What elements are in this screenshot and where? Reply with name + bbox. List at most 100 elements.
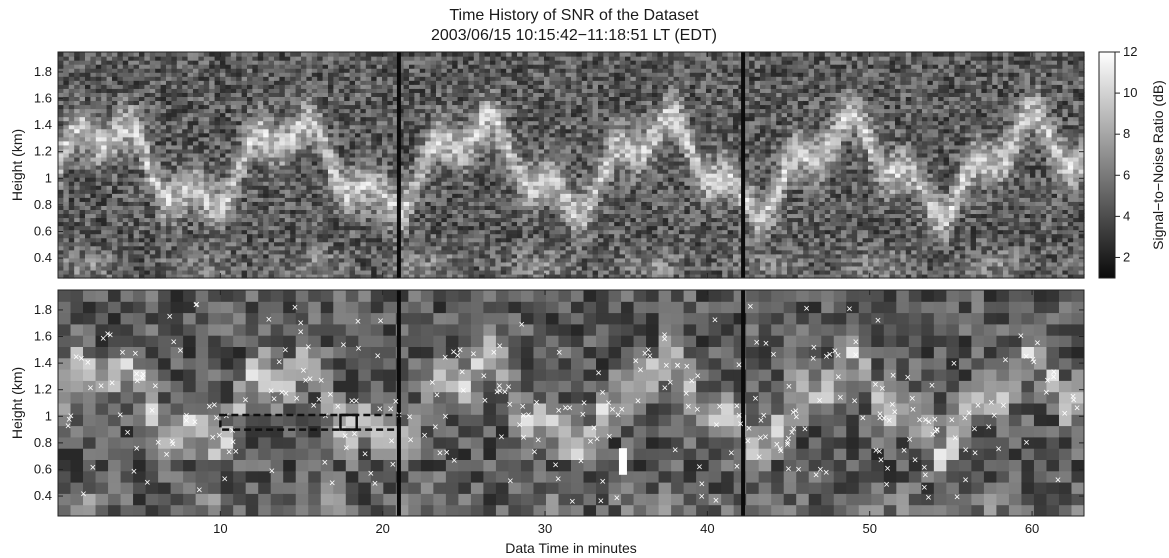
top-snr-cell <box>68 197 75 202</box>
top-snr-cell <box>58 169 64 174</box>
top-snr-cell <box>79 96 86 102</box>
top-snr-cell <box>63 189 70 194</box>
top-snr-cell <box>90 104 97 110</box>
top-snr-cell <box>463 96 469 102</box>
top-snr-cell <box>193 116 199 122</box>
top-snr-cell <box>160 193 167 198</box>
top-snr-cell <box>268 189 275 194</box>
top-snr-cell <box>355 245 361 251</box>
top-snr-cell <box>522 269 529 275</box>
top-snr-cell <box>149 112 156 118</box>
top-snr-cell <box>106 225 113 231</box>
top-snr-cell <box>500 120 507 126</box>
top-snr-cell <box>63 64 70 69</box>
top-snr-cell <box>317 100 324 106</box>
top-snr-cell <box>58 241 64 247</box>
top-snr-cell <box>365 52 372 57</box>
top-snr-cell <box>209 112 216 118</box>
top-snr-cell <box>301 140 307 146</box>
top-snr-cell <box>241 233 248 239</box>
top-snr-cell <box>506 144 513 150</box>
top-snr-cell <box>133 136 140 142</box>
top-snr-cell <box>155 112 162 118</box>
top-snr-cell <box>220 181 226 186</box>
top-snr-cell <box>85 124 91 130</box>
top-snr-cell <box>506 245 513 251</box>
top-snr-cell <box>517 104 523 110</box>
top-snr-cell <box>203 237 210 243</box>
top-snr-cell <box>463 253 469 259</box>
top-snr-cell <box>203 165 210 170</box>
top-snr-cell <box>203 245 210 251</box>
top-snr-cell <box>160 80 167 85</box>
top-snr-cell <box>490 273 496 279</box>
top-snr-cell <box>74 132 81 138</box>
top-snr-cell <box>122 233 129 239</box>
top-snr-cell <box>425 88 432 93</box>
top-snr-cell <box>117 217 124 223</box>
top-snr-cell <box>333 60 340 65</box>
top-snr-cell <box>457 52 464 57</box>
top-snr-cell <box>63 68 70 73</box>
top-snr-cell <box>139 52 145 57</box>
top-snr-cell <box>155 140 162 146</box>
top-snr-cell <box>382 257 388 263</box>
top-snr-cell <box>236 144 243 150</box>
top-snr-cell <box>193 245 199 251</box>
top-snr-cell <box>128 52 135 57</box>
top-snr-cell <box>139 148 145 154</box>
top-snr-cell <box>241 52 248 57</box>
top-snr-cell <box>182 124 189 130</box>
top-snr-cell <box>392 108 399 114</box>
top-snr-cell <box>230 160 237 166</box>
top-snr-cell <box>117 80 124 85</box>
top-snr-cell <box>112 201 118 206</box>
top-snr-cell <box>306 193 313 198</box>
top-snr-cell <box>274 92 280 97</box>
top-snr-cell <box>79 104 86 110</box>
top-snr-cell <box>490 229 496 235</box>
top-snr-cell <box>236 193 243 198</box>
top-snr-cell <box>274 245 280 251</box>
top-snr-cell <box>371 116 378 122</box>
top-snr-cell <box>74 173 81 178</box>
top-snr-cell <box>473 60 480 65</box>
top-snr-cell <box>209 189 216 194</box>
top-snr-cell <box>301 189 307 194</box>
top-snr-cell <box>409 116 415 122</box>
top-snr-cell <box>247 269 253 275</box>
top-snr-cell <box>160 120 167 126</box>
top-snr-cell <box>85 116 91 122</box>
top-snr-cell <box>360 80 367 85</box>
top-snr-cell <box>355 233 361 239</box>
top-snr-cell <box>63 100 70 106</box>
top-snr-cell <box>398 225 405 231</box>
top-snr-cell <box>263 273 270 279</box>
top-snr-cell <box>209 209 216 215</box>
top-snr-cell <box>252 273 259 279</box>
top-snr-cell <box>257 165 264 170</box>
top-snr-cell <box>274 132 280 138</box>
top-snr-cell <box>279 209 286 215</box>
top-snr-cell <box>517 124 523 130</box>
top-snr-cell <box>333 197 340 202</box>
top-snr-cell <box>511 257 518 263</box>
top-snr-cell <box>522 108 529 114</box>
top-snr-cell <box>333 245 340 251</box>
top-snr-cell <box>225 76 232 81</box>
top-snr-cell <box>446 261 453 267</box>
top-snr-cell <box>95 80 102 85</box>
top-snr-cell <box>106 261 113 267</box>
top-snr-cell <box>263 213 270 219</box>
top-snr-cell <box>517 116 523 122</box>
top-snr-cell <box>403 229 410 235</box>
top-snr-cell <box>68 112 75 118</box>
top-snr-cell <box>85 152 91 158</box>
top-snr-cell <box>112 261 118 267</box>
top-snr-cell <box>112 72 118 77</box>
top-snr-cell <box>274 197 280 202</box>
top-snr-cell <box>371 269 378 275</box>
top-snr-cell <box>355 213 361 219</box>
top-snr-cell <box>63 80 70 85</box>
top-snr-cell <box>220 108 226 114</box>
